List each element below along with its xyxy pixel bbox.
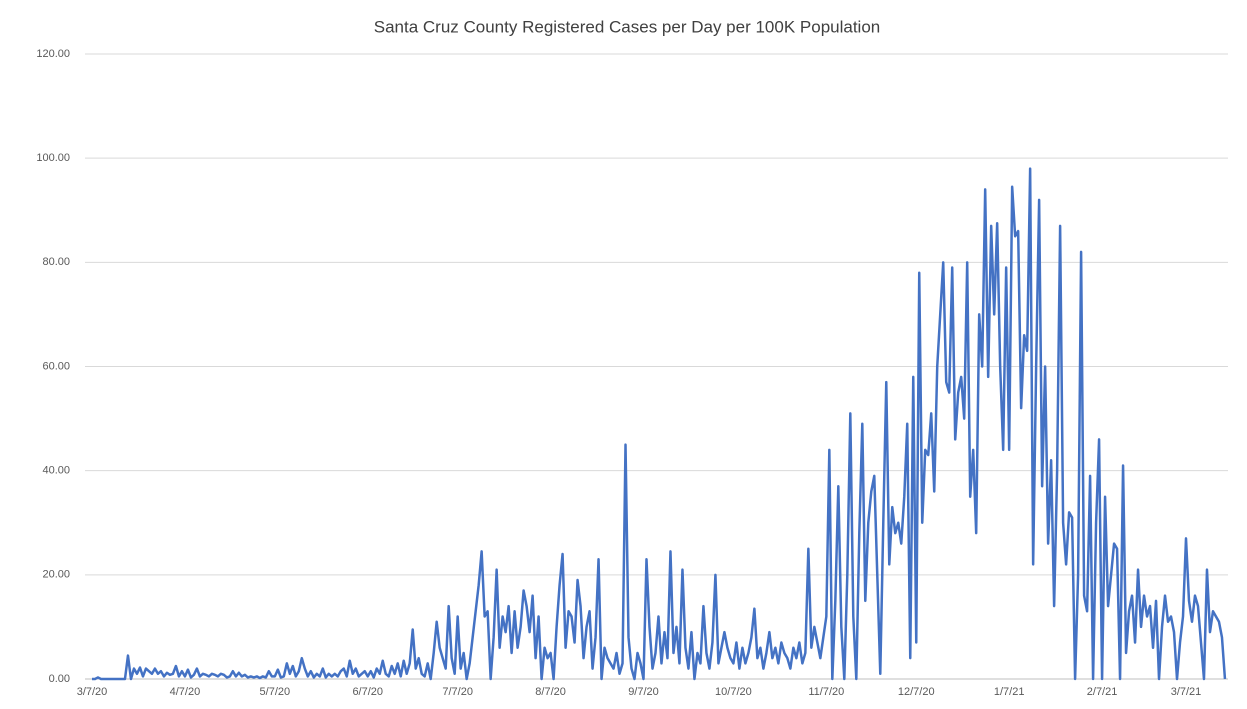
x-tick-label: 6/7/20	[352, 686, 383, 698]
x-tick-label: 2/7/21	[1087, 686, 1118, 698]
data-line	[92, 167, 1227, 681]
x-tick-label: 8/7/20	[535, 686, 566, 698]
x-tick-label: 10/7/20	[715, 686, 752, 698]
y-tick-label: 20.00	[42, 569, 70, 581]
x-tick-label: 7/7/20	[442, 686, 473, 698]
x-tick-label: 11/7/20	[808, 686, 844, 698]
x-tick-label: 9/7/20	[628, 686, 659, 698]
y-tick-label: 80.00	[42, 256, 70, 268]
x-tick-label: 4/7/20	[170, 686, 201, 698]
x-tick-label: 3/7/20	[77, 686, 108, 698]
y-tick-label: 120.00	[36, 48, 70, 60]
x-tick-label: 5/7/20	[260, 686, 291, 698]
y-tick-label: 100.00	[36, 152, 70, 164]
y-tick-label: 60.00	[42, 360, 70, 372]
x-tick-label: 12/7/20	[898, 686, 935, 698]
x-tick-label: 1/7/21	[994, 686, 1025, 698]
x-tick-label: 3/7/21	[1171, 686, 1202, 698]
y-tick-label: 40.00	[42, 465, 70, 477]
chart-title: Santa Cruz County Registered Cases per D…	[374, 17, 881, 36]
y-tick-label: 0.00	[49, 673, 70, 685]
